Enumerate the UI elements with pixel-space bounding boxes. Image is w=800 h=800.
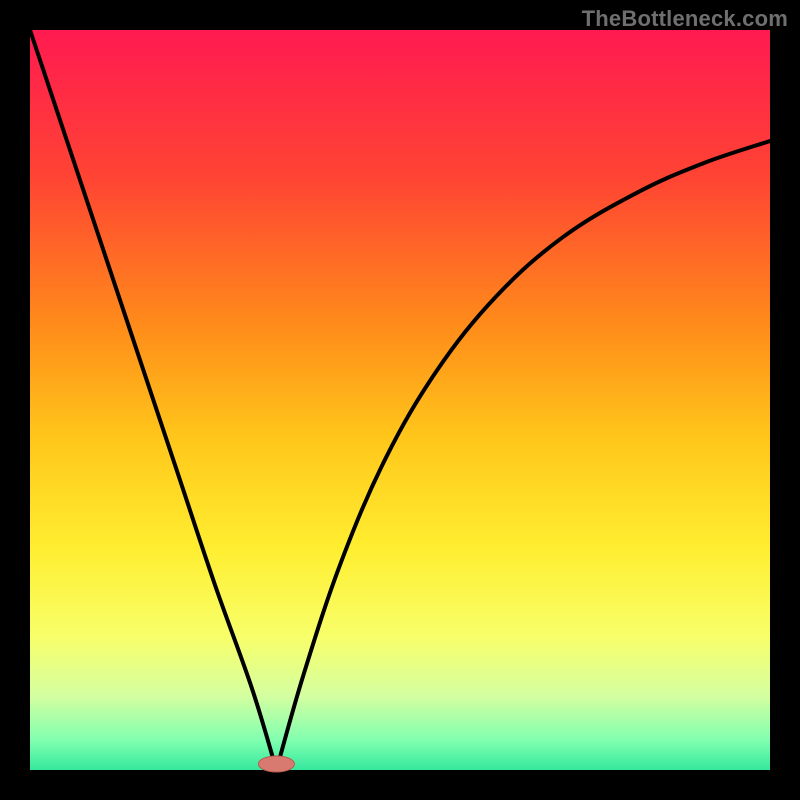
chart-svg [0,0,800,800]
vertex-marker [258,756,294,772]
watermark-text: TheBottleneck.com [582,6,788,32]
plot-background [30,30,770,770]
chart-frame: TheBottleneck.com [0,0,800,800]
